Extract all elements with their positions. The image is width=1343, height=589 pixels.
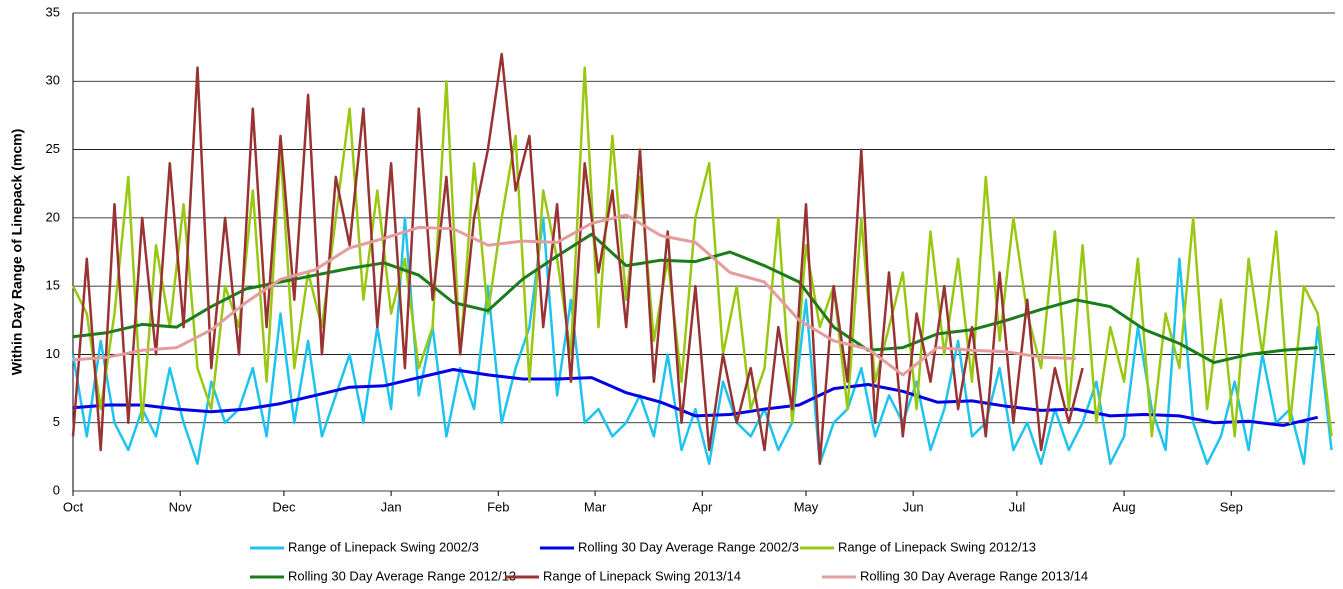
x-tick-label: Sep <box>1220 499 1243 514</box>
x-tick-label: May <box>794 499 819 514</box>
x-tick-label: Jul <box>1009 499 1026 514</box>
legend-label: Range of Linepack Swing 2013/14 <box>543 568 741 583</box>
series-line <box>71 216 1333 465</box>
legend-label: Rolling 30 Day Average Range 2013/14 <box>860 568 1088 583</box>
y-tick-label: 35 <box>46 4 60 19</box>
x-tick-label: Aug <box>1113 499 1136 514</box>
x-tick-label: Jun <box>903 499 924 514</box>
y-tick-label: 30 <box>46 73 60 88</box>
series-line <box>72 368 1319 427</box>
x-tick-label: Jan <box>381 499 402 514</box>
y-tick-label: 20 <box>46 209 60 224</box>
legend-label: Rolling 30 Day Average Range 2002/3 <box>578 539 799 554</box>
x-tick-label: Feb <box>487 499 509 514</box>
legend-label: Range of Linepack Swing 2002/3 <box>288 539 479 554</box>
y-tick-label: 0 <box>53 482 60 497</box>
series-line <box>71 52 1084 465</box>
legend-label: Rolling 30 Day Average Range 2012/13 <box>288 568 516 583</box>
x-tick-label: Nov <box>169 499 193 514</box>
y-tick-label: 10 <box>46 346 60 361</box>
y-tick-label: 15 <box>46 278 60 293</box>
x-tick-label: Apr <box>692 499 713 514</box>
x-tick-label: Mar <box>584 499 607 514</box>
y-axis-title: Within Day Range of Linepack (mcm) <box>9 129 25 375</box>
y-tick-label: 25 <box>46 141 60 156</box>
series-line <box>72 232 1318 365</box>
x-tick-label: Oct <box>63 499 84 514</box>
series-line <box>71 66 1333 438</box>
series-line <box>72 213 1076 377</box>
legend-label: Range of Linepack Swing 2012/13 <box>838 539 1036 554</box>
x-tick-label: Dec <box>272 499 296 514</box>
y-tick-label: 5 <box>53 414 60 429</box>
